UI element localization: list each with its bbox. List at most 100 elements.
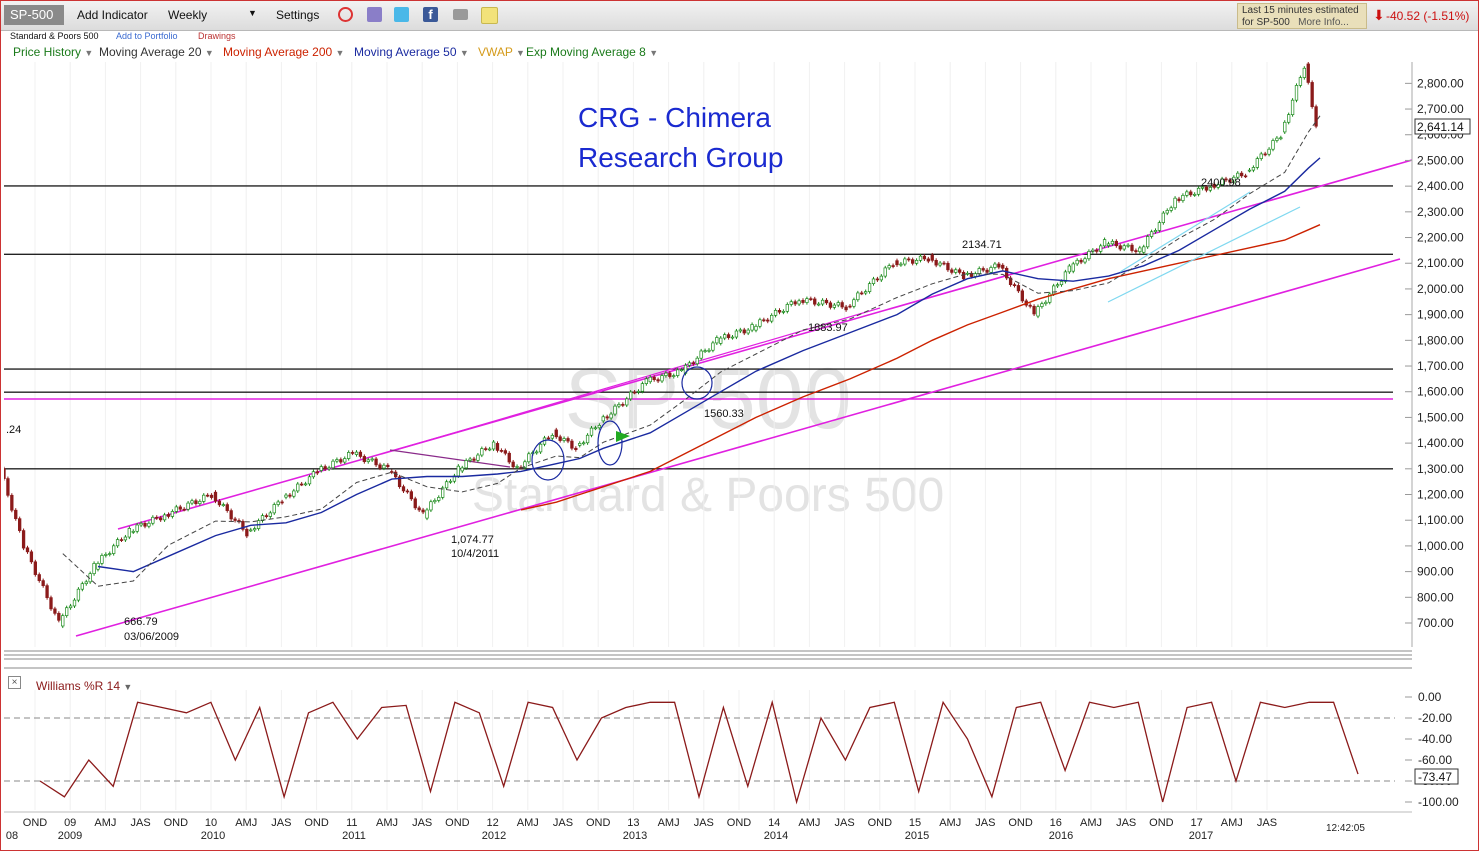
add-to-portfolio-link[interactable]: Add to Portfolio: [116, 31, 178, 41]
symbol-input[interactable]: SP-500: [4, 5, 64, 25]
candle-body: [719, 337, 723, 344]
candle-body: [672, 375, 676, 377]
more-info-link[interactable]: More Info...: [1298, 17, 1349, 28]
candle-body: [229, 510, 233, 520]
candle-body: [950, 269, 954, 273]
candle-body: [221, 504, 225, 506]
collapse-pane-button[interactable]: ×: [8, 676, 21, 689]
candle-body: [33, 561, 37, 575]
settings-button[interactable]: Settings: [276, 8, 320, 22]
candle-body: [609, 413, 613, 419]
twitter-icon[interactable]: [394, 7, 409, 22]
chevron-down-icon: ▼: [516, 48, 525, 58]
indicator-moving-average-50[interactable]: Moving Average 50 ▼: [354, 45, 469, 59]
drawings-link[interactable]: Drawings: [198, 31, 236, 41]
candle-body: [640, 383, 645, 392]
candle-body: [1193, 193, 1197, 196]
candle-body: [773, 310, 778, 316]
candle-body: [72, 599, 77, 607]
price-tick-label: 2,800.00: [1417, 76, 1464, 90]
candle-body: [958, 269, 962, 273]
candle-body: [472, 458, 476, 461]
candle-body: [14, 509, 18, 520]
book-icon[interactable]: [367, 7, 382, 22]
quote-symbol-text: for SP-500: [1242, 17, 1290, 28]
candle-body: [405, 490, 410, 493]
candle-body: [820, 299, 825, 305]
pane-separator[interactable]: [4, 650, 1412, 669]
candle-body: [292, 490, 296, 497]
current-price-label: 2,641.14: [1417, 120, 1464, 134]
candle-body: [358, 451, 363, 457]
candle-body: [174, 506, 178, 512]
month-tick-label: JAS: [553, 817, 573, 829]
candle-body: [335, 459, 339, 462]
candle-body: [636, 390, 641, 393]
candle-body: [503, 450, 507, 454]
month-tick-label: JAS: [694, 817, 714, 829]
candle-body: [652, 376, 656, 381]
price-tick-label: 1,300.00: [1417, 462, 1464, 476]
wr-current-box: [1414, 768, 1459, 785]
indicator-label: Exp Moving Average 8: [526, 45, 650, 59]
indicator-vwap[interactable]: VWAP ▼: [478, 45, 525, 59]
candle-body: [723, 334, 727, 339]
candle-body: [1008, 277, 1013, 286]
candle-body: [1091, 249, 1095, 252]
candle-body: [860, 292, 864, 295]
candle-body: [777, 310, 782, 313]
candle-body: [433, 500, 437, 503]
candle-body: [10, 494, 14, 511]
price-tick-label: 2,200.00: [1417, 231, 1464, 245]
candle-body: [65, 607, 69, 616]
alarm-clock-icon[interactable]: [338, 7, 353, 22]
candle-body: [1169, 207, 1173, 211]
candle-body: [1212, 183, 1216, 188]
candle-body: [965, 272, 970, 275]
candle-body: [844, 306, 848, 311]
candle-body: [198, 501, 202, 505]
candle-body: [170, 511, 175, 517]
price-label: 1560.33: [704, 408, 744, 420]
candle-body: [1126, 244, 1130, 247]
candle-body: [538, 443, 543, 453]
camera-icon[interactable]: [453, 9, 468, 20]
candle-body: [1001, 264, 1005, 269]
candle-body: [1271, 140, 1275, 150]
candle-body: [1153, 230, 1158, 233]
instrument-name: Standard & Poors 500: [10, 31, 99, 41]
candle-body: [76, 588, 81, 601]
candle-body: [961, 272, 966, 280]
month-tick-label: JAS: [835, 817, 855, 829]
candle-body: [613, 405, 617, 415]
facebook-icon[interactable]: f: [423, 7, 438, 22]
candle-body: [981, 268, 985, 271]
indicator-moving-average-20[interactable]: Moving Average 20 ▼: [99, 45, 214, 59]
chevron-down-icon: ▼: [649, 48, 659, 58]
price-tick-label: 1,800.00: [1417, 333, 1464, 347]
main-plot: [4, 62, 1412, 637]
add-indicator-button[interactable]: Add Indicator: [77, 8, 148, 22]
indicator-moving-average-200[interactable]: Moving Average 200 ▼: [223, 45, 344, 59]
price-tick-label: 2,100.00: [1417, 256, 1464, 270]
candle-body: [139, 522, 143, 526]
year-tick-label: 2014: [764, 830, 788, 842]
candle-body: [707, 349, 711, 352]
month-tick-label: JAS: [1257, 817, 1277, 829]
candle-body: [597, 424, 601, 429]
month-tick-label: OND: [1008, 817, 1033, 829]
candle-body: [527, 453, 531, 463]
candle-body: [362, 456, 366, 462]
candle-body: [468, 458, 472, 461]
candle-body: [711, 342, 715, 351]
candle-body: [660, 375, 664, 382]
descending-trend-line: [389, 449, 511, 468]
candle-body: [253, 528, 257, 531]
indicator-exp-moving-average-8[interactable]: Exp Moving Average 8 ▼: [526, 45, 658, 59]
candle-body: [585, 434, 590, 444]
period-select[interactable]: Weekly ▼: [168, 8, 258, 22]
williams-title[interactable]: Williams %R 14 ▼: [36, 679, 132, 693]
indicator-price-history[interactable]: Price History ▼: [13, 45, 93, 59]
note-icon[interactable]: [481, 7, 498, 24]
candle-body: [1118, 245, 1122, 250]
